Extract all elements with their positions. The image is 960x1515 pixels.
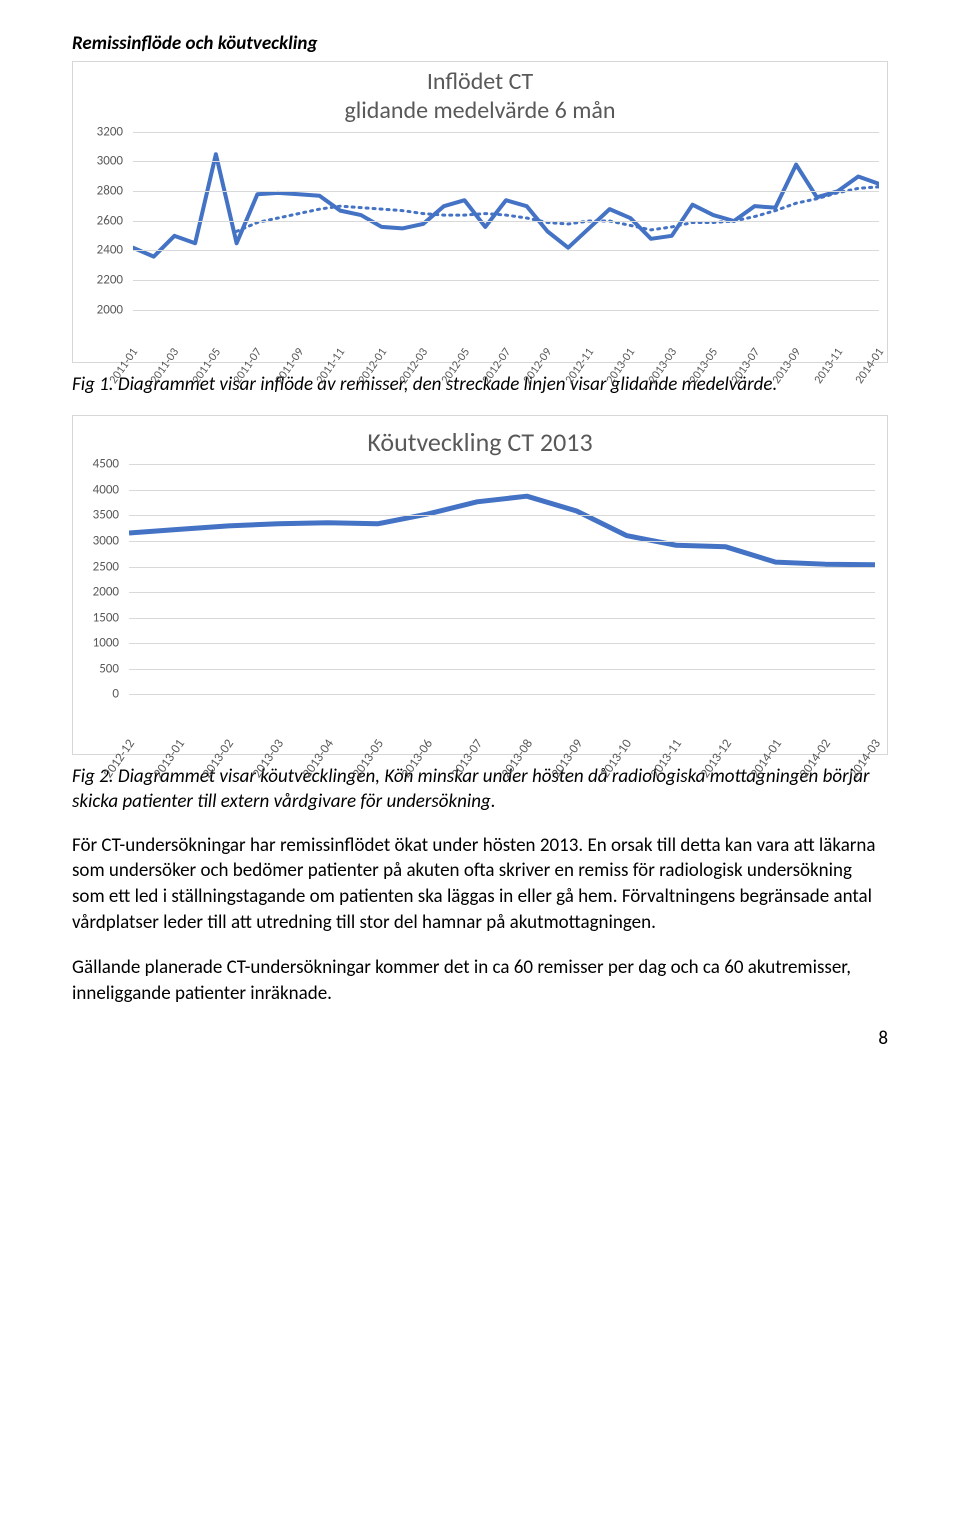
chart2-y-tick: 500 <box>99 661 119 676</box>
chart2-y-axis: 050010001500200025003000350040004500 <box>79 464 125 694</box>
chart1-y-tick: 2000 <box>97 302 123 317</box>
chart2-y-tick: 0 <box>112 687 119 702</box>
chart1-gridline <box>133 161 879 162</box>
chart2-y-tick: 3000 <box>93 533 119 548</box>
chart1-y-tick: 3200 <box>97 124 123 139</box>
chart2-y-tick: 1500 <box>93 610 119 625</box>
chart1-gridline <box>133 280 879 281</box>
chart2-line <box>129 496 875 564</box>
chart2-y-tick: 4500 <box>93 457 119 472</box>
chart1-gridline <box>133 221 879 222</box>
chart1-x-axis: 2011-012011-032011-052011-072011-092011-… <box>133 310 879 362</box>
chart2-gridline <box>129 515 875 516</box>
paragraph-2: Gällande planerade CT-undersökningar kom… <box>72 955 888 1006</box>
chart1-gridline <box>133 250 879 251</box>
chart2-y-tick: 2500 <box>93 559 119 574</box>
chart1-title: Inflödet CT glidande medelvärde 6 mån <box>73 68 887 126</box>
chart2-title: Köutveckling CT 2013 <box>73 426 887 458</box>
chart2-gridline <box>129 541 875 542</box>
chart2-gridline <box>129 669 875 670</box>
chart2-y-tick: 1000 <box>93 636 119 651</box>
chart1-line-solid <box>133 154 879 256</box>
chart1-title-line2: glidande medelvärde 6 mån <box>344 96 615 125</box>
chart1-y-tick: 2400 <box>97 243 123 258</box>
chart1-title-line1: Inflödet CT <box>427 67 533 96</box>
chart1-gridline <box>133 191 879 192</box>
chart2-gridline <box>129 643 875 644</box>
chart2-svg <box>129 464 875 694</box>
chart-koutveckling: Köutveckling CT 2013 0 500 1000 1500 2000 250… <box>72 415 888 755</box>
chart1-plot-area <box>133 132 879 310</box>
chart1-y-tick: 2200 <box>97 272 123 287</box>
paragraph-1: För CT-undersökningar har remissinflödet… <box>72 833 888 936</box>
chart2-gridline <box>129 618 875 619</box>
chart2-gridline <box>129 592 875 593</box>
page-number: 8 <box>72 1027 888 1050</box>
chart2-y-tick: 4000 <box>93 482 119 497</box>
chart1-y-tick: 3000 <box>97 154 123 169</box>
page-heading: Remissinflöde och köutveckling <box>72 32 888 55</box>
chart1-gridline <box>133 132 879 133</box>
chart1-y-tick: 2800 <box>97 183 123 198</box>
chart2-y-tick: 3500 <box>93 508 119 523</box>
chart2-gridline <box>129 567 875 568</box>
chart2-x-axis: 2012-122013-012013-022013-032013-042013-… <box>129 694 875 754</box>
chart2-gridline <box>129 464 875 465</box>
chart1-y-axis: 2000220024002600280030003200 <box>81 132 129 310</box>
chart2-gridline <box>129 490 875 491</box>
chart-inflodet-ct: Inflödet CT glidande medelvärde 6 mån 20… <box>72 61 888 363</box>
chart1-y-tick: 2600 <box>97 213 123 228</box>
chart2-y-tick: 2000 <box>93 585 119 600</box>
chart2-plot-area <box>129 464 875 694</box>
